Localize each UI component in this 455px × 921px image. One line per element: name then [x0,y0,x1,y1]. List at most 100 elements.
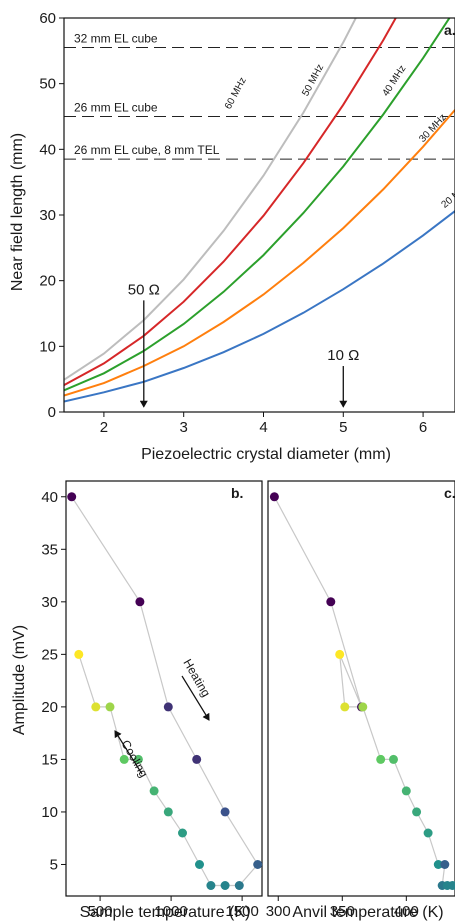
c-axes: 300 350 400 [266,896,419,920]
c-data-point [451,881,455,890]
a-y-tick-label: 30 [39,207,56,224]
c-plot-frame [267,480,455,897]
b-connecting-line [71,496,259,887]
c-data-point [389,754,398,764]
c-connecting-line [273,496,455,887]
c-data-point [326,597,336,607]
series-line-20-mhz [64,210,455,403]
b-data-point [220,881,230,890]
c-x-tick-label: 400 [394,903,419,920]
b-data-point [253,860,263,869]
arrow-10-ohm-label: 10 Ω [327,347,359,364]
hline-26mm-tel-label: 26 mm EL cube, 8 mm TEL [74,143,220,157]
b-y-tick-label: 25 [41,646,58,663]
b-points [67,492,263,890]
c-data-point [335,649,345,659]
panel-a-letter: a. [444,22,455,38]
b-x-tick-label: 1000 [154,903,187,920]
freq-label-60: 60 MHz [223,76,249,112]
b-data-point [133,754,143,764]
cooling-annotation: Cooling [114,730,151,780]
b-y-tick-label: 30 [41,594,58,611]
b-y-tick-label: 10 [41,804,58,821]
c-data-point [358,702,368,712]
b-data-point [195,860,204,869]
b-data-point [119,754,129,764]
c-x-axis-label: Anvil temperature (K) [292,904,443,921]
b-y-tick-label: 40 [41,489,58,506]
heating-label: Heating [180,657,213,700]
b-data-point [192,754,202,764]
hline-32mm-label: 32 mm EL cube [74,32,158,46]
a-y-tick-label: 40 [39,141,56,158]
b-y-tick-label: 15 [41,751,58,768]
a-x-tick-label: 2 [100,419,108,436]
b-data-point [135,597,145,607]
a-x-tick-label: 5 [339,419,347,436]
a-x-axis-label: Piezoelectric crystal diameter (mm) [141,446,391,463]
series-line-30-mhz [64,109,455,397]
b-data-point [163,702,173,712]
a-reference-lines: 32 mm EL cube 26 mm EL cube 26 mm EL cub… [64,32,455,160]
c-data-point [423,828,433,838]
b-data-point [220,807,230,817]
cooling-arrow [114,730,143,775]
b-data-point [234,881,244,890]
b-x-tick-label: 1500 [225,903,258,920]
freq-label-20: 20 MHz [439,180,455,211]
freq-label-30: 30 MHz [417,112,449,145]
freq-label-40: 40 MHz [380,64,408,99]
c-data-point [440,860,450,869]
b-data-point [74,649,84,659]
a-y-axis-label: Near field length (mm) [9,133,26,291]
b-y-tick-label: 35 [41,541,58,558]
heating-annotation: Heating [180,657,213,721]
panel-c-letter: c. [444,485,455,501]
c-data-point [401,786,411,796]
c-data-point [433,860,443,869]
a-y-tick-label: 60 [39,10,56,27]
a-y-tick-label: 10 [39,338,56,355]
b-data-point [206,881,216,890]
panel-c: 300 350 400 c. Anvil temperature (K) [266,480,455,921]
c-data-point [340,702,350,712]
b-y-tick-label: 5 [50,856,58,873]
panel-b: 500 1000 1500 5 10 15 20 25 30 35 40 b. Heating Co… [11,480,263,921]
a-frequency-labels: 60 MHz 50 MHz 40 MHz 30 MHz 20 MHz [223,63,455,211]
a-x-tick-label: 3 [180,419,188,436]
series-line-50-mhz [64,18,397,386]
a-y-tick-label: 0 [48,404,56,421]
series-line-40-mhz [64,18,451,392]
c-x-tick-label: 350 [330,903,355,920]
b-data-point [91,702,101,712]
b-data-point [105,702,115,712]
b-x-axis-label: Sample temperature (K) [80,904,251,921]
heating-arrow [181,675,210,721]
a-y-tick-label: 20 [39,273,56,290]
b-data-point [149,786,159,796]
a-series-lines [64,18,455,403]
c-points [269,492,455,890]
arrow-50-ohm-label: 50 Ω [128,281,160,298]
series-line-60-mhz [64,18,357,381]
a-arrows: 50 Ω 10 Ω [128,281,359,408]
c-data-point [412,807,422,817]
a-x-tick-label: 6 [419,419,427,436]
a-y-tick-label: 50 [39,76,56,93]
b-x-tick-label: 500 [88,903,113,920]
c-data-point [376,754,386,764]
hline-26mm-label: 26 mm EL cube [74,101,158,115]
panel-b-letter: b. [231,485,243,501]
b-y-tick-label: 20 [41,699,58,716]
b-data-point [178,828,187,838]
b-data-point [163,807,173,817]
a-x-tick-label: 4 [259,419,267,436]
c-x-tick-label: 300 [266,903,291,920]
b-axes: 500 1000 1500 5 10 15 20 25 30 35 40 [41,489,258,920]
b-plot-frame [65,480,263,897]
b-y-axis-label: Amplitude (mV) [11,625,28,735]
panel-a: 32 mm EL cube 26 mm EL cube 26 mm EL cub… [9,10,455,463]
c-data-point [269,492,279,502]
